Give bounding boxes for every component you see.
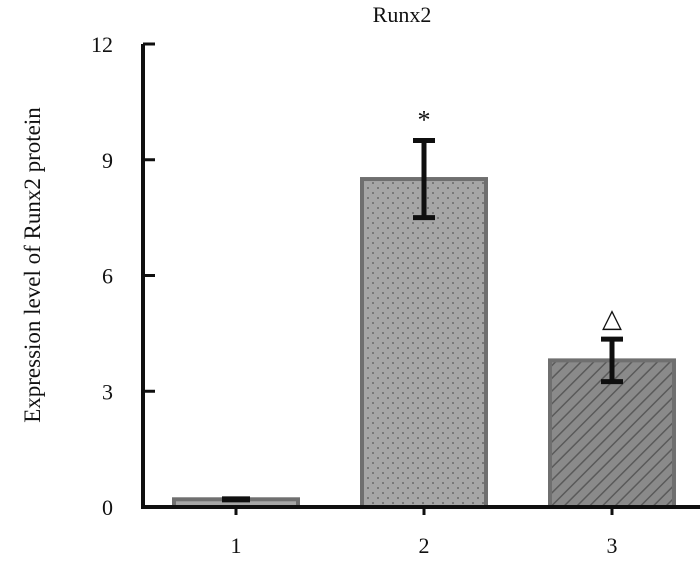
y-tick-label-0: 0 [102,495,113,520]
y-tick-label-6: 6 [102,264,113,289]
x-tick-label-2: 2 [419,533,430,558]
significance-mark-3: △ [602,304,622,333]
error-bar-2 [413,137,435,221]
y-tick-label-9: 9 [102,148,113,173]
y-tick-label-12: 12 [91,32,113,57]
x-tick-label-1: 1 [231,533,242,558]
y-tick-label-3: 3 [102,379,113,404]
error-bar-cap [222,496,250,503]
chart-title: Runx2 [373,2,432,27]
error-bar-3 [601,336,623,385]
annotations-layer: *△ [418,105,623,333]
y-ticks-layer: 0 3 6 9 12 [91,32,155,520]
x-ticks-layer: 1 2 3 [231,507,618,558]
error-bars-layer [222,137,623,503]
error-bar-1 [222,496,250,503]
significance-mark-2: * [418,105,431,134]
x-tick-label-3: 3 [607,533,618,558]
bars-layer [172,177,676,510]
y-axis-label: Expression level of Runx2 protein [20,107,45,423]
bar-2 [360,177,488,510]
